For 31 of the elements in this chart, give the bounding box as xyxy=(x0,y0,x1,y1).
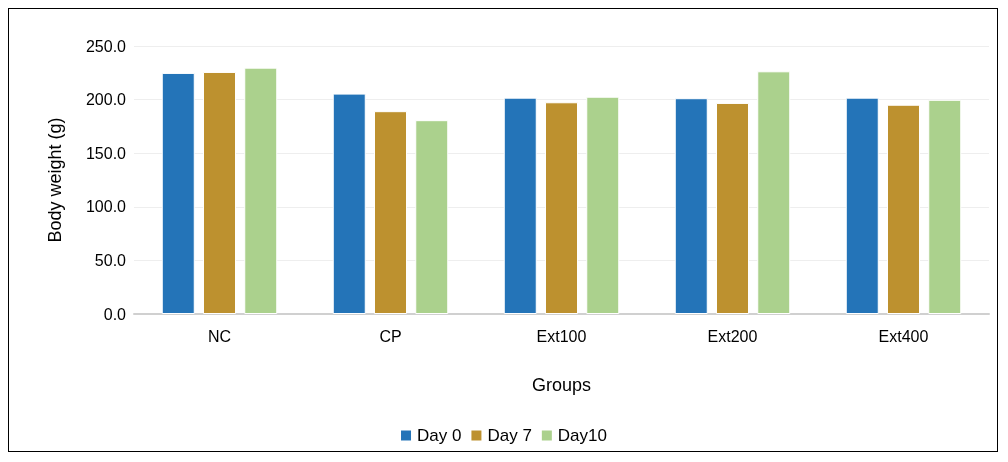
y-tick-label: 250.0 xyxy=(85,37,127,55)
bar xyxy=(161,72,195,314)
bar xyxy=(928,99,962,314)
legend-label: Day 7 xyxy=(487,426,532,445)
bar xyxy=(845,97,879,314)
bar xyxy=(332,93,366,314)
x-tick-label: Ext400 xyxy=(878,327,929,345)
x-tick-label: Ext200 xyxy=(707,327,758,345)
y-tick-label: 50.0 xyxy=(94,251,127,269)
bar xyxy=(674,98,708,314)
bar xyxy=(545,102,578,314)
bar xyxy=(757,71,791,314)
y-tick-label: 100.0 xyxy=(85,198,127,216)
x-tick-label: Ext100 xyxy=(536,327,587,345)
bar xyxy=(503,97,537,314)
y-tick-label: 0.0 xyxy=(103,305,127,323)
bar xyxy=(716,102,749,314)
bar xyxy=(586,96,620,314)
legend-label: Day10 xyxy=(557,426,607,445)
y-axis-title: Body weight (g) xyxy=(45,117,65,243)
x-tick-label: CP xyxy=(379,327,402,345)
legend-label: Day 0 xyxy=(417,426,462,445)
bar xyxy=(374,111,407,314)
x-axis-title: Groups xyxy=(531,375,592,395)
x-tick-label: NC xyxy=(207,327,232,345)
bar xyxy=(887,104,920,314)
bar xyxy=(415,120,449,314)
y-tick-label: 150.0 xyxy=(85,144,127,162)
bar xyxy=(244,67,278,314)
bar xyxy=(203,71,236,314)
y-tick-label: 200.0 xyxy=(85,91,127,109)
